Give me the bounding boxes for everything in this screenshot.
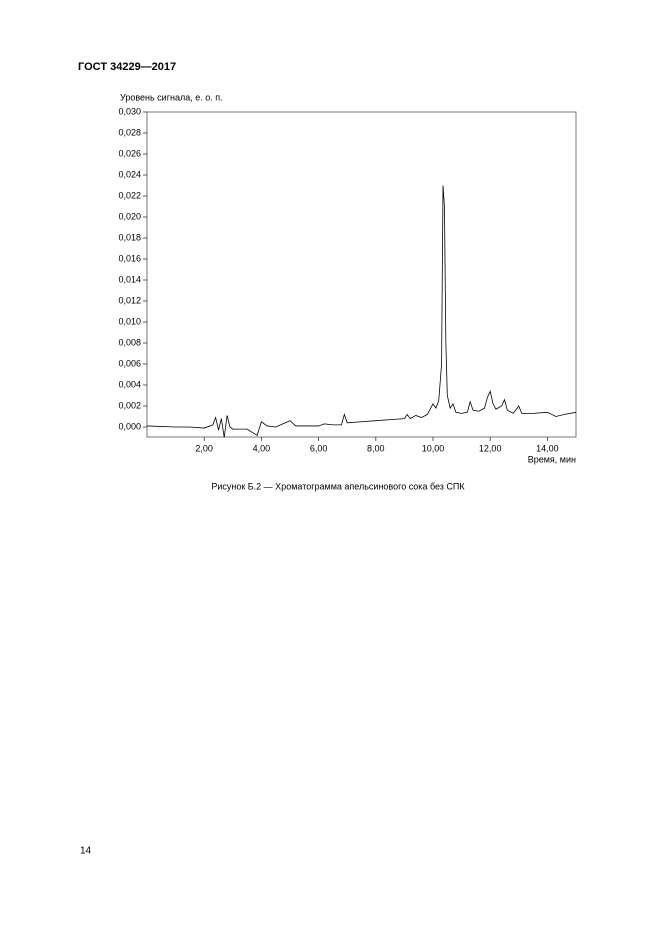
figure-caption: Рисунок Б.2 — Хроматограмма апельсиновог… <box>211 481 465 491</box>
x-tick-label: 4,00 <box>253 443 271 453</box>
y-tick-label: 0,010 <box>118 316 141 326</box>
y-tick-label: 0,020 <box>118 211 141 221</box>
y-tick-label: 0,016 <box>118 253 141 263</box>
y-tick-label: 0,028 <box>118 127 141 137</box>
y-tick-label: 0,006 <box>118 358 141 368</box>
y-tick-label: 0,018 <box>118 232 141 242</box>
x-tick-label: 14,00 <box>536 443 559 453</box>
y-tick-label: 0,000 <box>118 421 141 431</box>
signal-line <box>146 185 577 438</box>
plot-frame <box>146 111 577 438</box>
y-tick-label: 0,030 <box>118 106 141 116</box>
y-tick-label: 0,012 <box>118 295 141 305</box>
y-tick-label: 0,014 <box>118 274 141 284</box>
x-tick-label: 6,00 <box>310 443 328 453</box>
y-tick-label: 0,024 <box>118 169 141 179</box>
y-tick-label: 0,026 <box>118 148 141 158</box>
x-tick-label: 2,00 <box>195 443 213 453</box>
y-tick-label: 0,002 <box>118 400 141 410</box>
page-number: 14 <box>80 846 92 857</box>
y-tick-label: 0,022 <box>118 190 141 200</box>
y-tick-label: 0,004 <box>118 379 141 389</box>
header-title: ГОСТ 34229—2017 <box>78 61 176 73</box>
y-tick-label: 0,008 <box>118 337 141 347</box>
x-axis-label: Время, мин <box>528 454 576 464</box>
y-axis-label: Уровень сигнала, е. о. п. <box>120 92 223 102</box>
x-tick-label: 8,00 <box>367 443 385 453</box>
x-tick-label: 10,00 <box>422 443 445 453</box>
x-tick-label: 12,00 <box>479 443 502 453</box>
